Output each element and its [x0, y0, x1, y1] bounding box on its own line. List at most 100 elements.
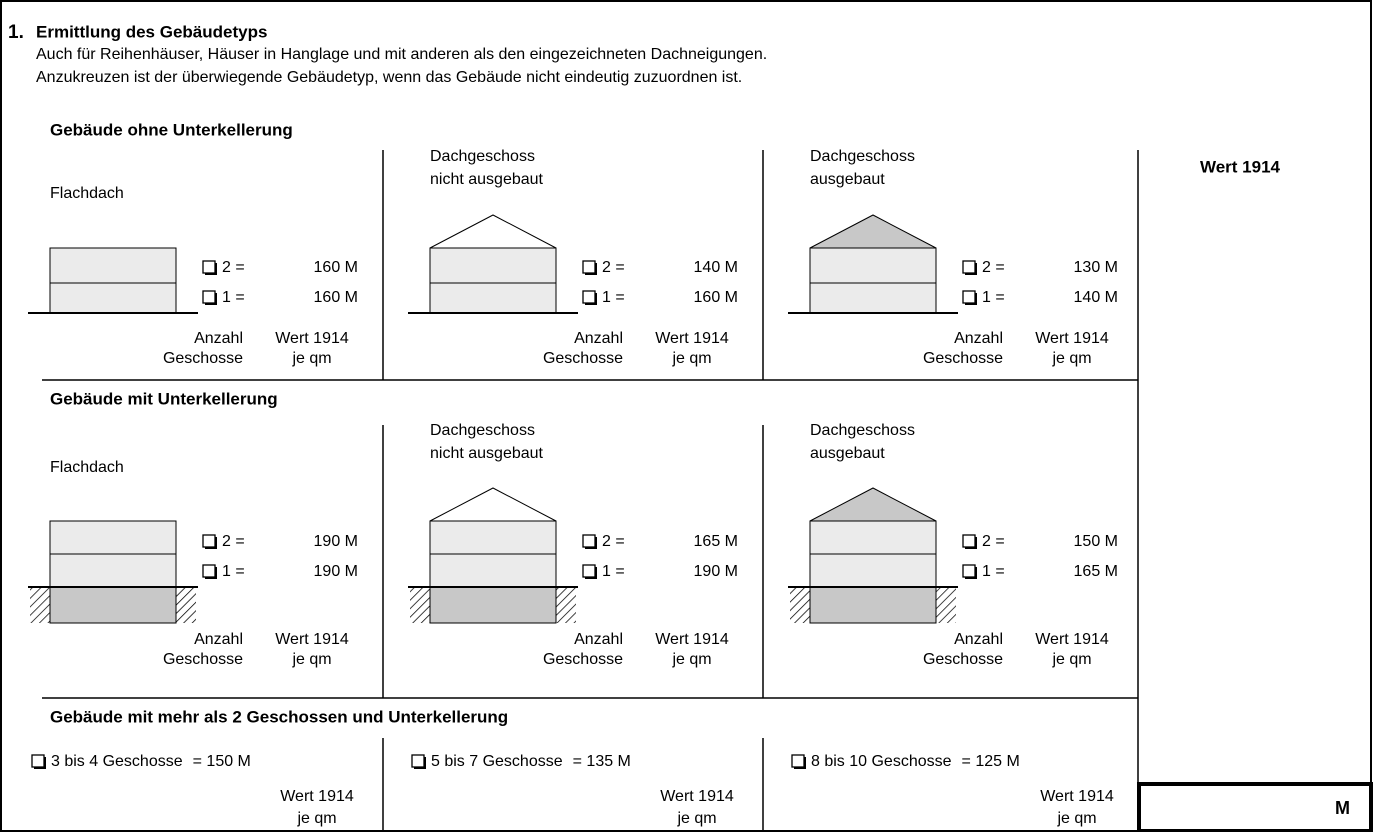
- note: Anzukreuzen ist der überwiegende Gebäude…: [36, 69, 742, 86]
- legend-value: je qm: [296, 810, 336, 827]
- option-label: 2 =: [982, 259, 1005, 276]
- section-number: 1.: [8, 22, 24, 43]
- checkbox: [412, 755, 424, 767]
- option-label: 1 =: [222, 563, 245, 580]
- checkbox: [963, 565, 975, 577]
- option-value: 190 M: [314, 533, 358, 550]
- legend-value: je qm: [291, 651, 331, 668]
- legend-count: Anzahl: [574, 631, 623, 648]
- option-value: 190 M: [314, 563, 358, 580]
- option-label: 2 =: [222, 533, 245, 550]
- checkbox: [203, 261, 215, 273]
- legend-value: Wert 1914: [660, 788, 734, 805]
- legend-count: Geschosse: [543, 651, 623, 668]
- item-label: 5 bis 7 Geschosse: [431, 753, 563, 770]
- legend-value: je qm: [676, 810, 716, 827]
- checkbox: [203, 291, 215, 303]
- option-value: 130 M: [1074, 259, 1118, 276]
- item-value: = 125 M: [962, 753, 1020, 770]
- option-label: 2 =: [602, 533, 625, 550]
- legend-value: Wert 1914: [1035, 631, 1109, 648]
- option-label: 1 =: [982, 563, 1005, 580]
- total-unit: M: [1335, 798, 1350, 818]
- option-label: 2 =: [982, 533, 1005, 550]
- house: [810, 248, 936, 313]
- hatch: [556, 587, 576, 623]
- option-value: 150 M: [1074, 533, 1118, 550]
- roof: [430, 488, 556, 521]
- checkbox: [963, 261, 975, 273]
- roof: [810, 488, 936, 521]
- page: 1. Ermittlung des Gebäudetyps Auch für R…: [0, 0, 1373, 832]
- option-value: 165 M: [694, 533, 738, 550]
- legend-count: Anzahl: [954, 330, 1003, 347]
- option-value: 140 M: [1074, 289, 1118, 306]
- cell-label: Dachgeschoss: [810, 422, 915, 439]
- checkbox: [32, 755, 44, 767]
- legend-count: Anzahl: [954, 631, 1003, 648]
- roof: [810, 215, 936, 248]
- legend-count: Anzahl: [194, 330, 243, 347]
- item-value: = 150 M: [193, 753, 251, 770]
- group-title: Gebäude ohne Unterkellerung: [50, 120, 293, 139]
- section-title: Ermittlung des Gebäudetyps: [36, 22, 267, 41]
- option-value: 160 M: [314, 289, 358, 306]
- legend-value: je qm: [1051, 350, 1091, 367]
- legend-value: Wert 1914: [275, 330, 349, 347]
- legend-value: je qm: [1051, 651, 1091, 668]
- side-header: Wert 1914: [1200, 157, 1281, 176]
- legend-count: Geschosse: [163, 350, 243, 367]
- option-value: 190 M: [694, 563, 738, 580]
- legend-value: Wert 1914: [655, 631, 729, 648]
- checkbox: [583, 535, 595, 547]
- option-value: 160 M: [694, 289, 738, 306]
- legend-value: je qm: [671, 651, 711, 668]
- house: [430, 248, 556, 313]
- basement: [810, 587, 936, 623]
- legend-value: Wert 1914: [275, 631, 349, 648]
- option-label: 1 =: [602, 563, 625, 580]
- legend-value: Wert 1914: [1035, 330, 1109, 347]
- basement: [430, 587, 556, 623]
- option-label: 1 =: [982, 289, 1005, 306]
- checkbox: [792, 755, 804, 767]
- note: Auch für Reihenhäuser, Häuser in Hanglag…: [36, 46, 767, 63]
- legend-value: Wert 1914: [655, 330, 729, 347]
- legend-value: je qm: [291, 350, 331, 367]
- legend-count: Anzahl: [194, 631, 243, 648]
- hatch: [30, 587, 50, 623]
- cell-label: ausgebaut: [810, 445, 885, 462]
- legend-count: Geschosse: [163, 651, 243, 668]
- option-label: 1 =: [602, 289, 625, 306]
- checkbox: [203, 565, 215, 577]
- legend-value: Wert 1914: [280, 788, 354, 805]
- item-label: 3 bis 4 Geschosse: [51, 753, 183, 770]
- legend-count: Geschosse: [923, 651, 1003, 668]
- cell-label: Flachdach: [50, 185, 124, 202]
- checkbox: [583, 565, 595, 577]
- group-title: Gebäude mit Unterkellerung: [50, 389, 278, 408]
- hatch: [936, 587, 956, 623]
- cell-label: Dachgeschoss: [430, 422, 535, 439]
- checkbox: [583, 261, 595, 273]
- group-title: Gebäude mit mehr als 2 Geschossen und Un…: [50, 707, 508, 726]
- cell-label: nicht ausgebaut: [430, 445, 544, 462]
- option-value: 140 M: [694, 259, 738, 276]
- legend-value: je qm: [671, 350, 711, 367]
- cell-label: nicht ausgebaut: [430, 171, 544, 188]
- house: [50, 248, 176, 313]
- legend-value: je qm: [1056, 810, 1096, 827]
- item-label: 8 bis 10 Geschosse: [811, 753, 952, 770]
- hatch: [176, 587, 196, 623]
- roof: [430, 215, 556, 248]
- legend-count: Geschosse: [923, 350, 1003, 367]
- option-value: 165 M: [1074, 563, 1118, 580]
- checkbox: [963, 535, 975, 547]
- legend-count: Anzahl: [574, 330, 623, 347]
- basement: [50, 587, 176, 623]
- cell-label: ausgebaut: [810, 171, 885, 188]
- cell-label: Flachdach: [50, 459, 124, 476]
- option-label: 1 =: [222, 289, 245, 306]
- item-value: = 135 M: [573, 753, 631, 770]
- checkbox: [203, 535, 215, 547]
